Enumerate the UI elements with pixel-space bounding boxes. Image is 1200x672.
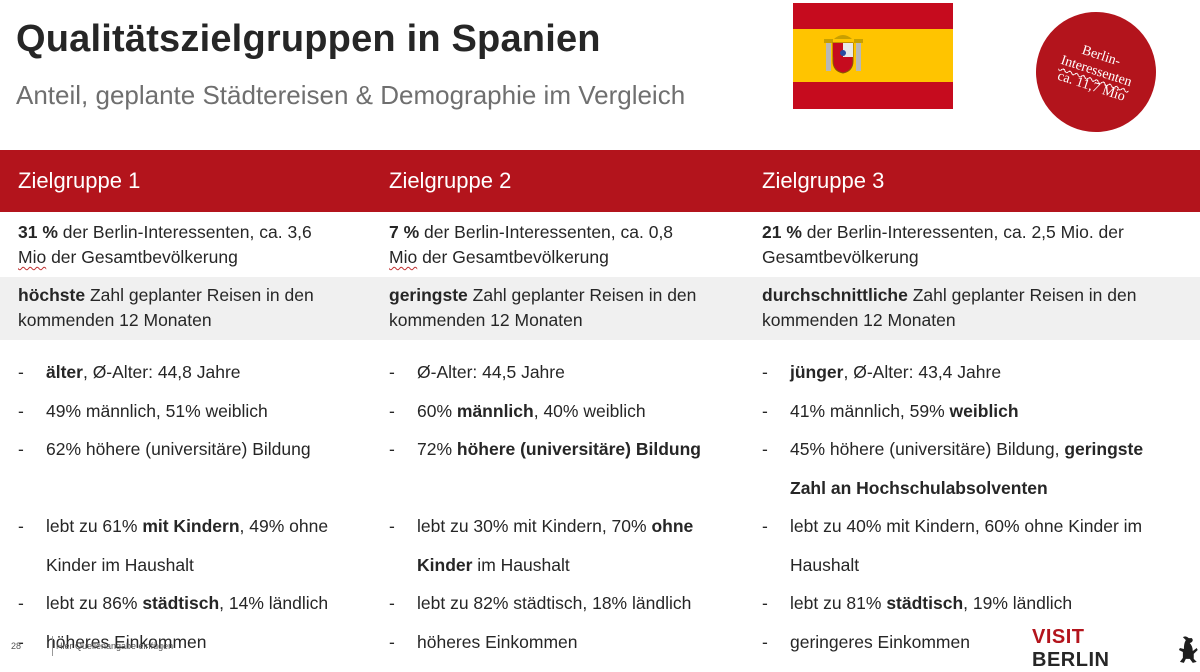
group-column-1: Zielgruppe 1 31 % der Berlin-Interessent…	[18, 150, 363, 661]
source-placeholder: Hier Quellenangabe einfügen	[56, 641, 174, 651]
group-trips: höchste Zahl geplanter Reisen in den kom…	[18, 285, 314, 330]
list-item: - lebt zu 40% mit Kindern, 60% ohne Kinde…	[762, 516, 1143, 575]
group-column-3: Zielgruppe 3 21 % der Berlin-Interessent…	[762, 150, 1182, 661]
page-number: 28	[11, 641, 22, 651]
group-trips: geringste Zahl geplanter Reisen in den k…	[389, 285, 697, 330]
trips-row-background	[0, 277, 1200, 340]
berlin-interessenten-badge: Berlin- Interessenten ca. 11,7 Mio	[1020, 0, 1172, 148]
group-share: 21 % der Berlin-Interessenten, ca. 2,5 M…	[762, 222, 1124, 267]
group-share: 7 % der Berlin-Interessenten, ca. 0,8 Mio…	[389, 222, 674, 267]
berlin-bear-icon	[1179, 636, 1199, 663]
list-item: -41% männlich, 59% weiblich	[762, 400, 1019, 421]
list-item: - lebt zu 81% städtisch, 19% ländlich	[762, 593, 1073, 613]
group-heading: Zielgruppe 3	[762, 168, 885, 193]
list-item: - lebt zu 86% städtisch, 14% ländlich	[18, 593, 329, 613]
demographics-list: - älter, Ø-Alter: 44,8 Jahre -49% männlic…	[18, 353, 363, 661]
visit-berlin-logo: VISIT BERLIN	[1032, 626, 1200, 672]
list-item: -45% höhere (universitäre) Bildung, geri…	[762, 439, 1144, 498]
list-item: - jünger, Ø-Alter: 43,4 Jahre	[762, 362, 1002, 382]
list-item: - lebt zu 82% städtisch, 18% ländlich	[389, 593, 692, 613]
list-item: - geringeres Einkommen	[762, 631, 970, 652]
group-trips: durchschnittliche Zahl geplanter Reisen …	[762, 285, 1137, 330]
list-item: - Ø-Alter: 44,5 Jahre	[389, 362, 565, 382]
group-share: 31 % der Berlin-Interessenten, ca. 3,6 Mi…	[18, 222, 312, 267]
coat-of-arms-icon	[824, 35, 863, 74]
list-item: -60% männlich, 40% weiblich	[389, 400, 646, 421]
list-item: - lebt zu 30% mit Kindern, 70% ohne Kinde…	[389, 516, 694, 575]
list-item: -49% männlich, 51% weiblich	[18, 400, 268, 421]
spain-flag-icon	[793, 3, 953, 109]
group-heading: Zielgruppe 2	[389, 168, 512, 193]
demographics-list: - jünger, Ø-Alter: 43,4 Jahre -41% männli…	[762, 353, 1182, 661]
list-item: - höheres Einkommen	[389, 631, 578, 652]
footer-divider	[52, 636, 53, 656]
list-item: - älter, Ø-Alter: 44,8 Jahre	[18, 362, 241, 382]
list-item: - lebt zu 61% mit Kindern, 49% ohne Kinde…	[18, 516, 329, 575]
list-item: - höheres Einkommen	[18, 631, 207, 652]
list-item: -72% höhere (universitäre) Bildung	[389, 439, 701, 459]
list-item: -62% höhere (universitäre) Bildung	[18, 439, 311, 459]
demographics-list: - Ø-Alter: 44,5 Jahre -60% männlich, 40% …	[389, 353, 739, 661]
page-subtitle: Anteil, geplante Städtereisen & Demograp…	[16, 80, 686, 110]
group-heading: Zielgruppe 1	[18, 168, 141, 193]
group-column-2: Zielgruppe 2 7 % der Berlin-Interessente…	[389, 150, 739, 661]
header-band	[0, 150, 1200, 212]
logo-text: VISIT BERLIN	[1032, 626, 1110, 671]
page-title: Qualitätszielgruppen in Spanien	[16, 18, 601, 60]
